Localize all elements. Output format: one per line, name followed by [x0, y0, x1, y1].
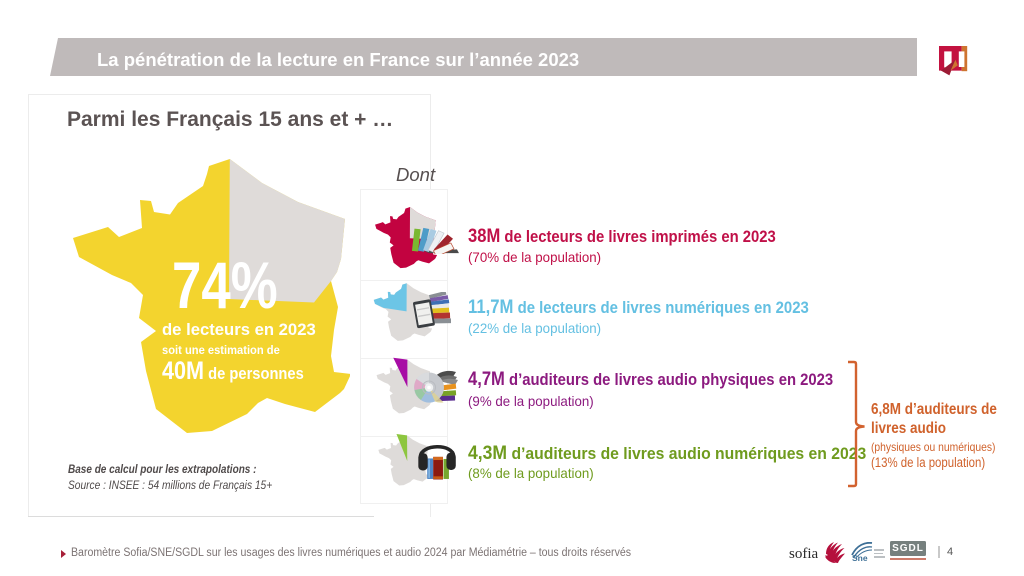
- svg-text:Sne: Sne: [852, 553, 868, 563]
